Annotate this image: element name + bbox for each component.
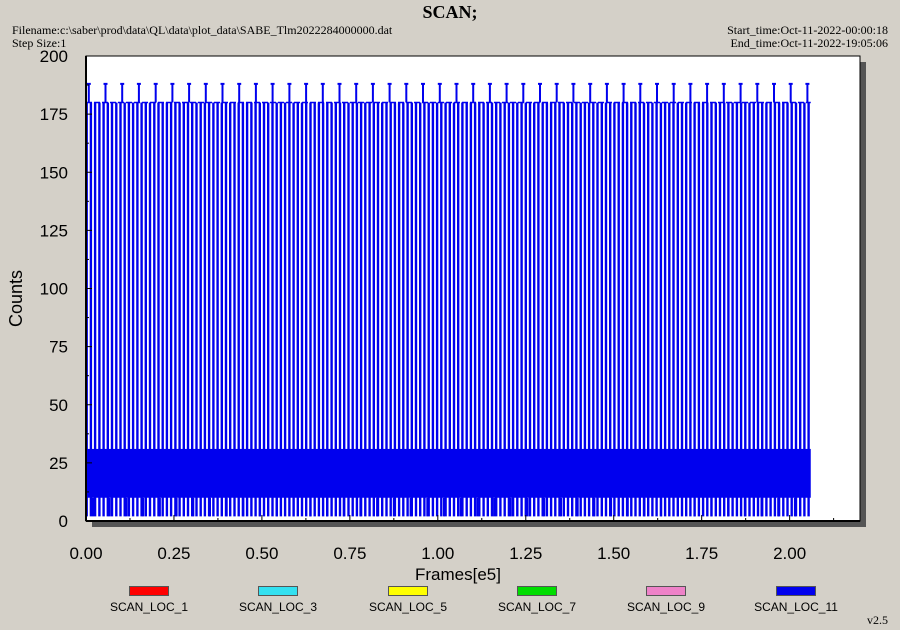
legend-label: SCAN_LOC_3	[238, 600, 318, 614]
legend-item: SCAN_LOC_7	[477, 586, 597, 614]
chart-legend: SCAN_LOC_1 SCAN_LOC_3 SCAN_LOC_5 SCAN_LOC_7…	[0, 586, 900, 614]
x-tick-label: 1.50	[597, 544, 630, 563]
y-tick-label: 25	[49, 454, 68, 473]
end-time-text: End_time:Oct-11-2022-19:05:06	[730, 36, 888, 50]
plot-area	[85, 55, 861, 522]
time-info: Start_time:Oct-11-2022-00:00:18 End_time…	[727, 24, 888, 50]
legend-swatch	[646, 586, 686, 596]
chart-title: SCAN;	[422, 2, 478, 22]
x-tick-label: 0.25	[157, 544, 190, 563]
x-tick-label: 2.00	[773, 544, 806, 563]
x-tick-label: 0.75	[333, 544, 366, 563]
legend-label: SCAN_LOC_9	[626, 600, 706, 614]
legend-swatch	[776, 586, 816, 596]
x-tick-label: 1.25	[509, 544, 542, 563]
y-tick-label: 0	[59, 512, 68, 531]
legend-swatch	[388, 586, 428, 596]
legend-swatch	[258, 586, 298, 596]
y-tick-label: 75	[49, 338, 68, 357]
legend-label: SCAN_LOC_1	[109, 600, 189, 614]
legend-label: SCAN_LOC_5	[368, 600, 448, 614]
version-label: v2.5	[867, 613, 888, 627]
y-tick-label: 50	[49, 396, 68, 415]
y-tick-label: 100	[40, 280, 68, 299]
x-axis-label: Frames[e5]	[415, 565, 501, 584]
legend-item: SCAN_LOC_5	[348, 586, 468, 614]
legend-swatch	[129, 586, 169, 596]
legend-label: SCAN_LOC_11	[754, 600, 838, 614]
filename-text: Filename:c:\saber\prod\data\QL\data\plot…	[12, 23, 393, 37]
legend-item: SCAN_LOC_9	[606, 586, 726, 614]
legend-swatch	[517, 586, 557, 596]
x-tick-label: 1.75	[685, 544, 718, 563]
x-tick-label: 0.50	[245, 544, 278, 563]
y-tick-label: 150	[40, 163, 68, 182]
y-tick-label: 125	[40, 221, 68, 240]
scan-low-dips	[92, 497, 796, 517]
x-tick-label: 0.00	[69, 544, 102, 563]
start-time-text: Start_time:Oct-11-2022-00:00:18	[727, 23, 888, 37]
x-tick-label: 1.00	[421, 544, 454, 563]
y-tick-label: 175	[40, 105, 68, 124]
legend-label: SCAN_LOC_7	[497, 600, 577, 614]
y-axis-label: Counts	[6, 270, 26, 327]
legend-item: SCAN_LOC_11	[736, 586, 856, 614]
legend-item: SCAN_LOC_3	[218, 586, 338, 614]
y-tick-label: 200	[40, 47, 68, 66]
scan-peak-spikes	[86, 82, 810, 103]
legend-item: SCAN_LOC_1	[89, 586, 209, 614]
step-size-text: Step Size:1	[12, 36, 67, 50]
file-info: Filename:c:\saber\prod\data\QL\data\plot…	[12, 24, 392, 50]
